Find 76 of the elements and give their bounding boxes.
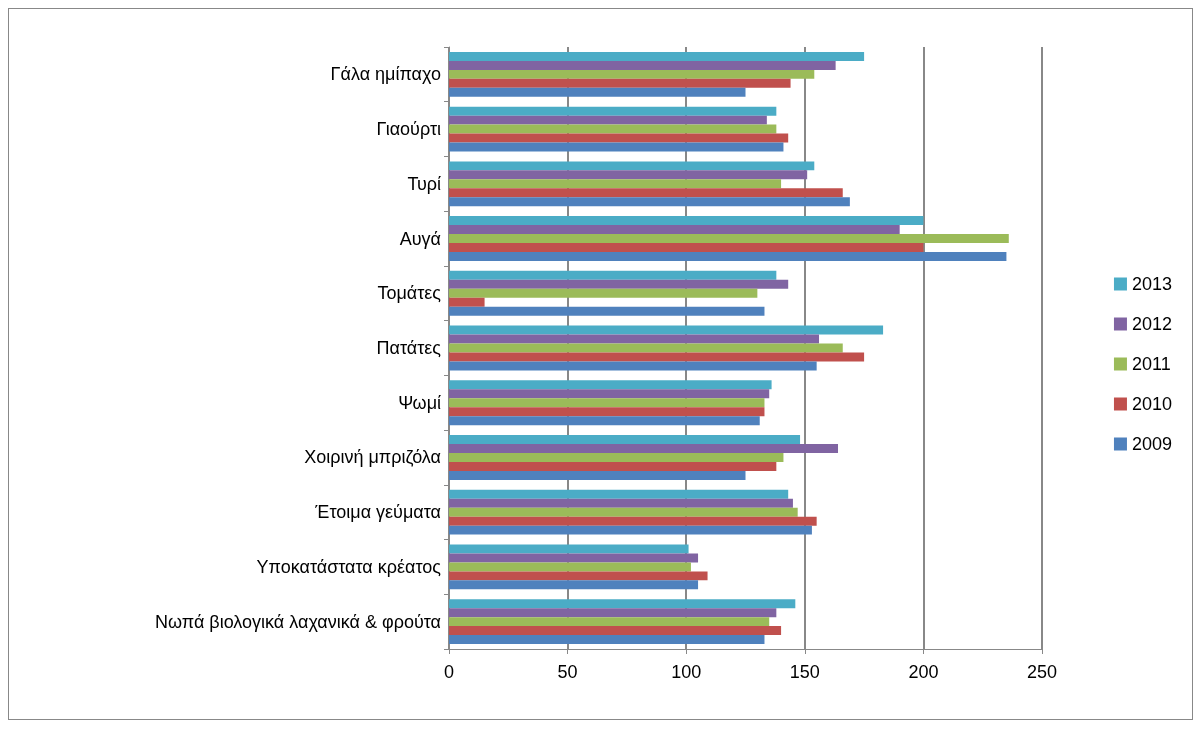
y-tick-label: Υποκατάστατα κρέατος	[256, 556, 442, 577]
bar	[449, 216, 924, 226]
bar	[449, 599, 796, 609]
x-tick-label: 100	[671, 662, 702, 682]
bar	[449, 188, 843, 198]
bar	[449, 470, 746, 480]
bar	[449, 416, 760, 426]
bar	[449, 544, 689, 554]
x-tick-label: 200	[908, 662, 939, 682]
y-tick-label: Τυρί	[407, 173, 441, 194]
bar	[449, 124, 777, 134]
bar	[449, 288, 758, 298]
bar	[449, 398, 765, 408]
x-tick-label: 250	[1026, 662, 1058, 682]
bar	[449, 571, 708, 581]
bar	[449, 334, 820, 344]
bar	[449, 225, 900, 235]
y-tick-label: Ψωμί	[398, 392, 441, 413]
bar	[449, 252, 1007, 261]
bar	[449, 234, 1009, 244]
bar	[449, 87, 746, 97]
y-tick-label: Χοιρινή μπριζόλα	[304, 447, 441, 468]
bar	[449, 617, 770, 627]
bar	[449, 279, 789, 289]
bar	[449, 580, 699, 590]
bar	[449, 525, 812, 535]
bar	[449, 498, 793, 508]
bar	[449, 78, 791, 88]
bar	[449, 461, 777, 471]
bar	[449, 197, 850, 207]
legend-label: 2010	[1131, 394, 1172, 414]
bar	[449, 562, 691, 572]
bar	[449, 60, 836, 70]
bar	[449, 608, 777, 618]
x-tick-label: 50	[557, 662, 578, 682]
bar	[449, 51, 865, 61]
y-tick-label: Πατάτες	[376, 338, 442, 358]
bar	[449, 452, 784, 462]
bar	[449, 243, 924, 253]
legend-label: 2012	[1131, 314, 1172, 334]
y-tick-label: Έτοιμα γεύματα	[314, 502, 441, 523]
y-tick-label: Αυγά	[399, 228, 441, 249]
bar	[449, 635, 765, 645]
bar	[449, 270, 777, 280]
bar	[449, 435, 801, 444]
y-tick-label: Γάλα ημίπαχο	[330, 64, 441, 85]
bar	[449, 142, 784, 152]
legend-label: 2011	[1131, 354, 1171, 374]
bar	[449, 407, 765, 417]
bar	[449, 507, 798, 517]
bar	[449, 553, 699, 563]
x-tick-label: 150	[789, 662, 820, 682]
bar	[449, 69, 815, 79]
bar	[449, 297, 485, 307]
bar	[449, 626, 782, 636]
bar	[449, 325, 884, 335]
y-tick-label: Τομάτες	[377, 283, 442, 304]
bar	[449, 161, 815, 171]
legend-label: 2009	[1131, 434, 1172, 454]
bar	[449, 516, 817, 526]
bar	[449, 133, 789, 143]
y-tick-label: Νωπά βιολογικά λαχανικά & φρούτα	[154, 611, 441, 632]
y-tick-label: Γιαούρτι	[376, 119, 441, 140]
bar	[449, 389, 770, 399]
bar	[449, 106, 777, 116]
bar	[449, 170, 808, 180]
legend-label: 2013	[1131, 274, 1172, 294]
bar	[449, 361, 817, 371]
bar	[449, 115, 767, 125]
bar	[449, 306, 765, 316]
bar	[449, 489, 789, 499]
bar	[449, 179, 782, 189]
x-tick-label: 0	[443, 662, 455, 682]
bar	[449, 443, 839, 453]
bar	[449, 380, 772, 390]
bar	[449, 352, 865, 362]
